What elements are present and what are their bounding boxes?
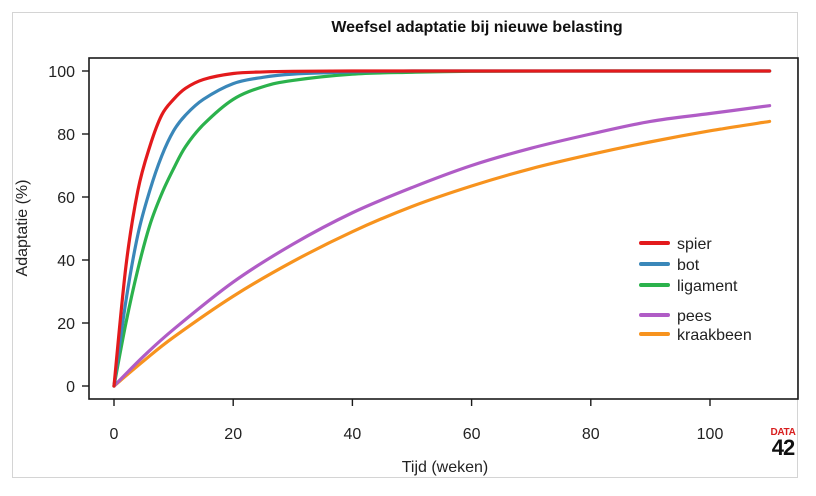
x-tick-label: 40	[344, 426, 362, 443]
logo-top-text: DATA	[770, 427, 796, 438]
x-tick-label: 80	[582, 426, 600, 443]
plot-area	[88, 57, 799, 400]
y-tick-label: 0	[66, 379, 75, 396]
y-tick-label: 40	[57, 253, 75, 270]
y-tick-label: 100	[48, 64, 75, 81]
x-tick-label: 100	[697, 426, 724, 443]
legend-label-spier: spier	[677, 236, 712, 253]
x-tick-label: 20	[224, 426, 242, 443]
series-line-pees	[112, 104, 772, 388]
legend-label-bot: bot	[677, 257, 700, 274]
x-tick-label: 60	[463, 426, 481, 443]
legend-label-ligament: ligament	[677, 278, 738, 295]
y-tick-label: 80	[57, 127, 75, 144]
legend-label-pees: pees	[677, 308, 712, 325]
chart-title: Weefsel adaptatie bij nieuwe belasting	[331, 19, 622, 36]
logo-bottom-text: 42	[771, 435, 795, 460]
x-tick-label: 0	[110, 426, 119, 443]
series-line-spier	[112, 69, 772, 388]
legend-label-kraakbeen: kraakbeen	[677, 327, 752, 344]
y-tick-label: 60	[57, 190, 75, 207]
x-axis-label: Tijd (weken)	[402, 459, 489, 476]
y-tick-label: 20	[57, 316, 75, 333]
data42-logo: DATA 42	[768, 428, 798, 459]
y-axis-label: Adaptatie (%)	[14, 180, 31, 277]
series-line-kraakbeen	[112, 119, 772, 388]
